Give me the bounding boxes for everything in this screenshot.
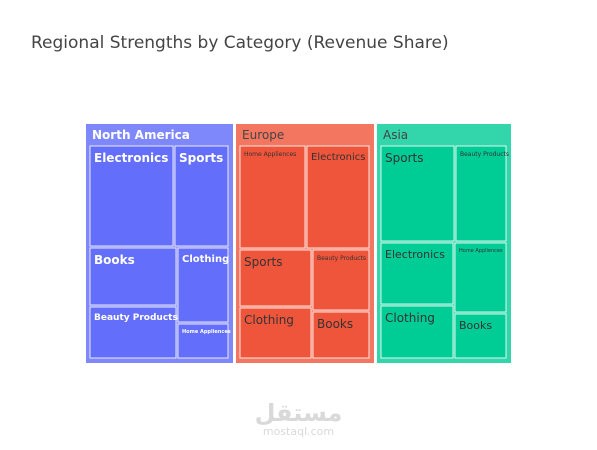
leaf-europe-home-appliences[interactable] bbox=[239, 145, 306, 249]
leaf-europe-clothing[interactable] bbox=[239, 307, 312, 359]
leaf-label-europe-beauty-products: Beauty Products bbox=[317, 255, 366, 262]
leaf-label-asia-home-appliences: Home Appliences bbox=[459, 248, 503, 254]
leaf-europe-sports[interactable] bbox=[239, 249, 312, 307]
watermark-logo: مستقل bbox=[254, 399, 343, 427]
leaf-label-asia-electronics: Electronics bbox=[385, 248, 445, 261]
leaf-asia-home-appliences[interactable] bbox=[454, 242, 507, 313]
region-europe-label: Europe bbox=[242, 128, 284, 142]
leaf-label-europe-sports: Sports bbox=[244, 255, 282, 269]
leaf-north-america-electronics[interactable] bbox=[89, 145, 174, 247]
leaf-label-north-america-books: Books bbox=[94, 253, 135, 267]
leaf-asia-sports[interactable] bbox=[380, 145, 455, 242]
leaf-europe-books[interactable] bbox=[312, 311, 370, 359]
watermark-url: mostaql.com bbox=[262, 425, 335, 438]
leaf-north-america-clothing[interactable] bbox=[177, 247, 229, 323]
region-asia-label: Asia bbox=[383, 128, 408, 142]
leaf-label-europe-clothing: Clothing bbox=[244, 313, 294, 327]
chart-title: Regional Strengths by Category (Revenue … bbox=[31, 33, 449, 53]
leaf-label-europe-books: Books bbox=[317, 317, 353, 331]
leaf-asia-clothing[interactable] bbox=[380, 305, 454, 359]
leaf-asia-electronics[interactable] bbox=[380, 242, 454, 305]
region-north-america-label: North America bbox=[92, 128, 190, 142]
leaf-label-north-america-home-appliences: Home Appliences bbox=[182, 329, 231, 335]
leaf-label-asia-sports: Sports bbox=[385, 151, 423, 165]
leaf-label-north-america-sports: Sports bbox=[179, 151, 223, 165]
leaf-north-america-sports[interactable] bbox=[174, 145, 229, 247]
leaf-label-asia-books: Books bbox=[459, 319, 492, 332]
leaf-europe-electronics[interactable] bbox=[306, 145, 370, 249]
leaf-north-america-beauty-products[interactable] bbox=[89, 306, 177, 359]
leaf-label-north-america-beauty-products: Beauty Products bbox=[94, 313, 178, 323]
leaf-asia-books[interactable] bbox=[454, 313, 507, 359]
leaf-north-america-books[interactable] bbox=[89, 247, 177, 306]
leaf-label-europe-home-appliences: Home Appliences bbox=[244, 151, 296, 158]
leaf-label-north-america-electronics: Electronics bbox=[94, 151, 168, 165]
leaf-asia-beauty-products[interactable] bbox=[455, 145, 507, 242]
leaf-label-asia-clothing: Clothing bbox=[385, 311, 435, 325]
watermark: مستقل mostaql.com bbox=[0, 400, 597, 438]
leaf-europe-beauty-products[interactable] bbox=[312, 249, 370, 311]
leaf-label-asia-beauty-products: Beauty Products bbox=[460, 151, 509, 158]
leaf-label-north-america-clothing: Clothing bbox=[182, 254, 229, 265]
leaf-label-europe-electronics: Electronics bbox=[311, 152, 366, 163]
leaf-north-america-home-appliences[interactable] bbox=[177, 323, 229, 359]
